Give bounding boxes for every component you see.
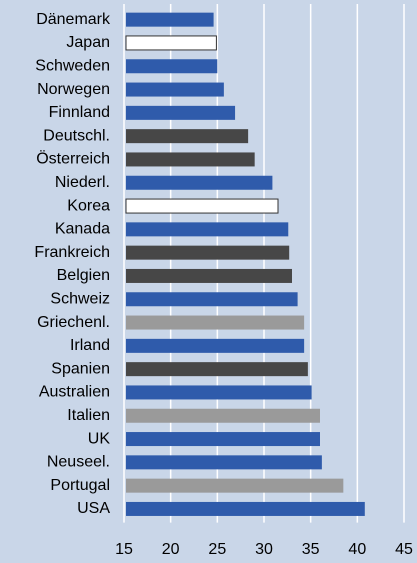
bar: [126, 292, 298, 307]
x-tick-label: 30: [255, 541, 273, 558]
x-tick-label: 20: [162, 541, 180, 558]
y-tick-label: Japan: [66, 34, 110, 51]
bar: [126, 175, 273, 190]
bar: [126, 478, 344, 493]
y-tick-label: Irland: [70, 337, 110, 354]
y-tick-label: Finnland: [49, 104, 110, 121]
y-tick-label: Schweiz: [50, 290, 110, 307]
bar: [126, 222, 289, 237]
y-tick-label: USA: [77, 500, 110, 517]
bar: [126, 385, 312, 400]
y-tick-label: Schweden: [35, 57, 110, 74]
bar: [126, 152, 255, 167]
bar: [126, 455, 322, 470]
y-tick-label: Belgien: [57, 267, 110, 284]
y-tick-label: Italien: [67, 407, 110, 424]
bar: [125, 35, 217, 51]
y-tick-label: Spanien: [51, 360, 110, 377]
y-tick-label: Österreich: [36, 150, 110, 168]
y-tick-label: Niederl.: [55, 174, 110, 191]
bar: [126, 82, 224, 97]
y-tick-label: Dänemark: [36, 11, 111, 28]
bar: [126, 362, 308, 377]
y-tick-label: Korea: [67, 197, 110, 214]
y-tick-label: Australien: [39, 384, 110, 401]
bar: [126, 59, 218, 74]
y-tick-label: Norwegen: [37, 81, 110, 98]
bar: [126, 501, 365, 516]
bar: [126, 105, 236, 120]
x-tick-label: 40: [348, 541, 366, 558]
y-tick-label: Portugal: [50, 477, 110, 494]
bar: [126, 408, 320, 423]
y-tick-label: UK: [88, 430, 111, 447]
x-tick-label: 45: [395, 541, 413, 558]
bar: [125, 198, 279, 214]
bar: [126, 129, 249, 144]
y-tick-label: Frankreich: [34, 244, 110, 261]
bar: [126, 268, 292, 283]
bar: [126, 338, 305, 353]
x-tick-label: 35: [302, 541, 320, 558]
y-tick-label: Deutschl.: [43, 127, 110, 144]
y-tick-label: Griechenl.: [37, 314, 110, 331]
y-tick-label: Neuseel.: [47, 454, 110, 471]
x-tick-label: 25: [208, 541, 226, 558]
x-tick-label: 15: [115, 541, 133, 558]
bar: [126, 12, 214, 27]
y-tick-label: Kanada: [55, 221, 110, 238]
bar: [126, 315, 305, 330]
bar: [126, 432, 320, 447]
bar: [126, 245, 290, 260]
